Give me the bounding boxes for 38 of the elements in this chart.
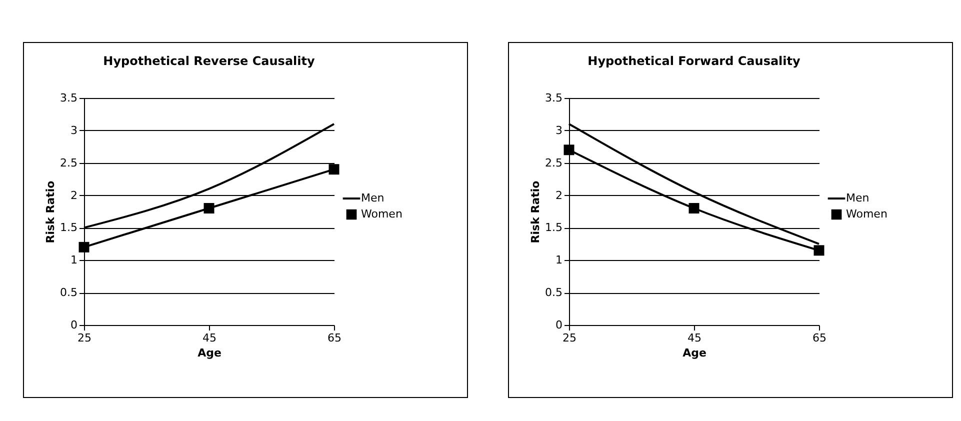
y-tick-label: 0 xyxy=(556,318,562,332)
y-tick-label: 2.5 xyxy=(545,156,562,170)
y-axis-title: Risk Ratio xyxy=(529,180,542,244)
legend-label: Men xyxy=(846,192,870,204)
y-tick-label: 1.5 xyxy=(60,221,78,234)
y-tick-label: 3.5 xyxy=(60,92,78,104)
point xyxy=(204,203,214,214)
x-tick-label: 25 xyxy=(78,332,92,344)
legend-label: Women xyxy=(361,208,402,220)
y-axis-title: Risk Ratio xyxy=(44,180,58,244)
y-tick-label: 2 xyxy=(556,188,562,202)
y-tick-label: 1.5 xyxy=(545,221,562,234)
y-tick-label: 0.5 xyxy=(60,286,78,300)
point xyxy=(688,203,700,214)
point xyxy=(328,164,340,175)
x-axis-title: Age xyxy=(198,346,222,360)
point xyxy=(814,245,824,256)
x-tick-label: 45 xyxy=(688,332,702,344)
x-tick-label: 65 xyxy=(812,332,826,344)
x-tick-label: 45 xyxy=(202,332,216,344)
y-tick-label: 0 xyxy=(70,318,78,332)
y-tick-label: 3 xyxy=(70,124,78,137)
y-tick-label: 2 xyxy=(70,188,78,202)
y-tick-label: 1 xyxy=(70,254,78,267)
x-tick-label: 25 xyxy=(562,332,576,344)
chart-title: Hypothetical Forward Causality xyxy=(588,54,801,68)
point xyxy=(78,242,90,252)
y-tick-label: 3 xyxy=(556,124,562,137)
legend-label: Men xyxy=(361,192,384,204)
legend-label: Women xyxy=(846,208,888,220)
chart-title: Hypothetical Reverse Causality xyxy=(103,54,315,68)
y-tick-label: 1 xyxy=(556,254,562,267)
y-tick-label: 3.5 xyxy=(545,92,562,104)
y-tick-label: 2.5 xyxy=(60,156,78,170)
x-axis-title: Age xyxy=(682,346,706,360)
x-tick-label: 65 xyxy=(328,332,342,344)
point xyxy=(564,144,574,156)
y-tick-label: 0.5 xyxy=(545,286,562,300)
